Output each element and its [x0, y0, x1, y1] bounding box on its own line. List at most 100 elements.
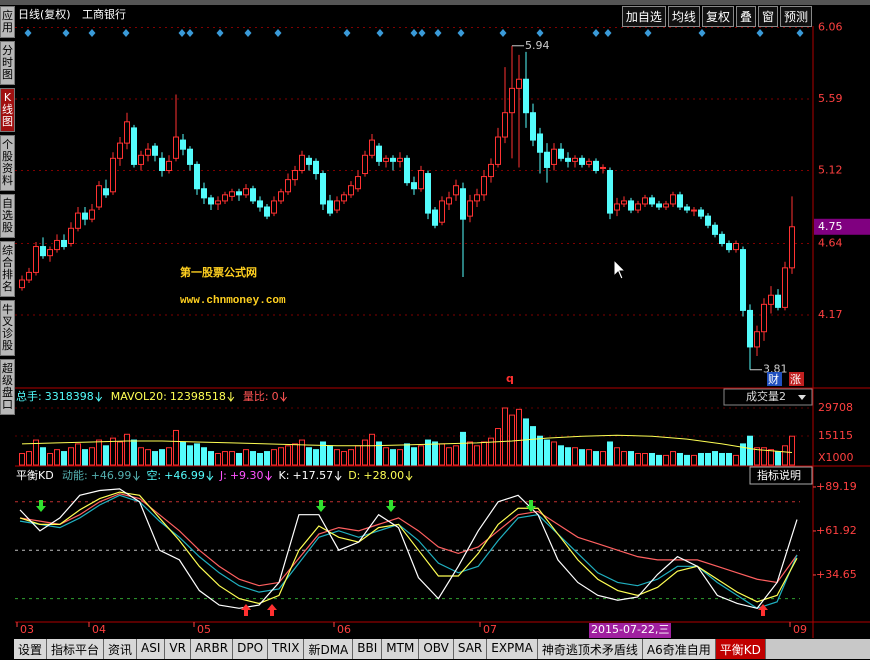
- side-tab[interactable]: 超级盘口: [0, 359, 15, 415]
- last-price-box: [814, 218, 870, 235]
- candle-body: [341, 194, 347, 202]
- cursor-date: 2015-07-22,三: [591, 623, 669, 636]
- tab[interactable]: ASI: [137, 639, 166, 659]
- volume-bar: [768, 449, 774, 466]
- candle-body: [775, 294, 781, 308]
- y-tick-label: 4.64: [818, 237, 843, 250]
- signal-diamond: [457, 29, 465, 37]
- candle-body: [285, 179, 291, 193]
- x-tick-label: 07: [483, 623, 497, 636]
- candle-body: [208, 197, 214, 205]
- tab[interactable]: SAR: [453, 639, 488, 659]
- tab[interactable]: 平衡KD: [715, 639, 766, 659]
- signal-diamond: [24, 29, 32, 37]
- signal-arrow: [267, 604, 277, 616]
- y-tick-label: 5.59: [818, 92, 843, 105]
- side-tab[interactable]: 牛叉诊股: [0, 300, 15, 356]
- tab[interactable]: 资讯: [104, 639, 138, 659]
- signal-diamond: [216, 29, 224, 37]
- toolbar-button[interactable]: 复权: [701, 6, 734, 27]
- candle-body: [131, 127, 137, 165]
- volume-bar: [194, 443, 200, 466]
- signal-diamond: [418, 29, 426, 37]
- tab[interactable]: 新DMA: [304, 639, 354, 659]
- tab[interactable]: OBV: [419, 639, 454, 659]
- volume-bar: [523, 418, 529, 466]
- legend-value: 12398518: [170, 390, 226, 403]
- candle-body: [117, 142, 123, 159]
- candle-body: [250, 188, 256, 202]
- down-arrow: [334, 471, 342, 481]
- candle-body: [719, 233, 725, 245]
- candle-body: [628, 200, 634, 211]
- side-tab[interactable]: 分时图: [0, 41, 15, 85]
- tab[interactable]: 设置: [14, 639, 48, 659]
- candle-body: [411, 182, 417, 190]
- volume-bar: [26, 451, 32, 466]
- selector-arrow: [798, 395, 806, 400]
- volume-bar: [236, 452, 242, 466]
- legend-label: D:: [348, 469, 360, 482]
- candle-body: [320, 173, 326, 205]
- candle-body: [334, 200, 340, 211]
- candle-body: [460, 188, 466, 220]
- volume-bar: [103, 445, 109, 466]
- toolbar-button[interactable]: 窗: [757, 6, 778, 27]
- tab[interactable]: 指标平台: [47, 639, 105, 659]
- side-tab[interactable]: K线图: [0, 88, 15, 132]
- volume-bar: [789, 435, 795, 466]
- toolbar-button[interactable]: 预测: [779, 6, 812, 27]
- volume-bar: [761, 447, 767, 466]
- candle-body: [761, 303, 767, 333]
- signal-diamond: [434, 29, 442, 37]
- tab[interactable]: VR: [165, 639, 191, 659]
- volume-bar: [180, 441, 186, 466]
- selector-box: [723, 388, 813, 406]
- volume-bar: [544, 439, 550, 466]
- side-tab[interactable]: 自选股: [0, 194, 15, 238]
- tab[interactable]: MTM: [382, 639, 420, 659]
- candle-body: [110, 157, 116, 193]
- toolbar-button[interactable]: 均线: [667, 6, 700, 27]
- volume-bar: [229, 451, 235, 466]
- tab[interactable]: EXPMA: [487, 639, 538, 659]
- tab-bar: 设置 指标平台 资讯 ASI VR ARBR DPO TRIX 新DMA BBI MTM OBV SAR…: [14, 639, 870, 659]
- candle-body: [768, 294, 774, 305]
- volume-bar: [306, 447, 312, 466]
- candle-body: [194, 163, 200, 190]
- volume-bar: [446, 447, 452, 466]
- tab[interactable]: DPO: [233, 639, 269, 659]
- toolbar-button[interactable]: 叠: [735, 6, 756, 27]
- candle-body: [33, 246, 39, 273]
- down-arrow: [280, 392, 287, 402]
- legend-label: 量比:: [243, 390, 269, 403]
- volume-bar: [579, 449, 585, 466]
- side-tab[interactable]: 综合排名: [0, 241, 15, 297]
- volume-bar: [474, 445, 480, 466]
- tab[interactable]: A6奇准自用: [642, 639, 716, 659]
- volume-bar: [607, 441, 613, 466]
- tab[interactable]: ARBR: [190, 639, 234, 659]
- candle-body: [159, 157, 165, 171]
- side-tab[interactable]: 应用: [0, 6, 15, 38]
- candle-body: [698, 209, 704, 217]
- candle-body: [502, 112, 508, 138]
- side-tab[interactable]: 个股资料: [0, 135, 15, 191]
- tab[interactable]: BBI: [353, 639, 383, 659]
- volume-bar: [502, 407, 508, 466]
- unit-label: X1000: [818, 451, 854, 464]
- badge: [789, 372, 804, 386]
- legend-label: 空:: [146, 468, 161, 482]
- candle-body: [383, 157, 389, 162]
- volume-bar: [47, 452, 53, 466]
- volume-bar: [719, 452, 725, 466]
- signal-diamond: [244, 29, 252, 37]
- tab[interactable]: 神奇逃顶术矛盾线: [537, 639, 643, 659]
- volume-bar: [593, 451, 599, 466]
- tab[interactable]: TRIX: [268, 639, 305, 659]
- volume-bar: [348, 449, 354, 466]
- indicator-line: [19, 493, 798, 587]
- toolbar-button[interactable]: 加自选: [621, 6, 666, 27]
- volume-bar: [453, 445, 459, 466]
